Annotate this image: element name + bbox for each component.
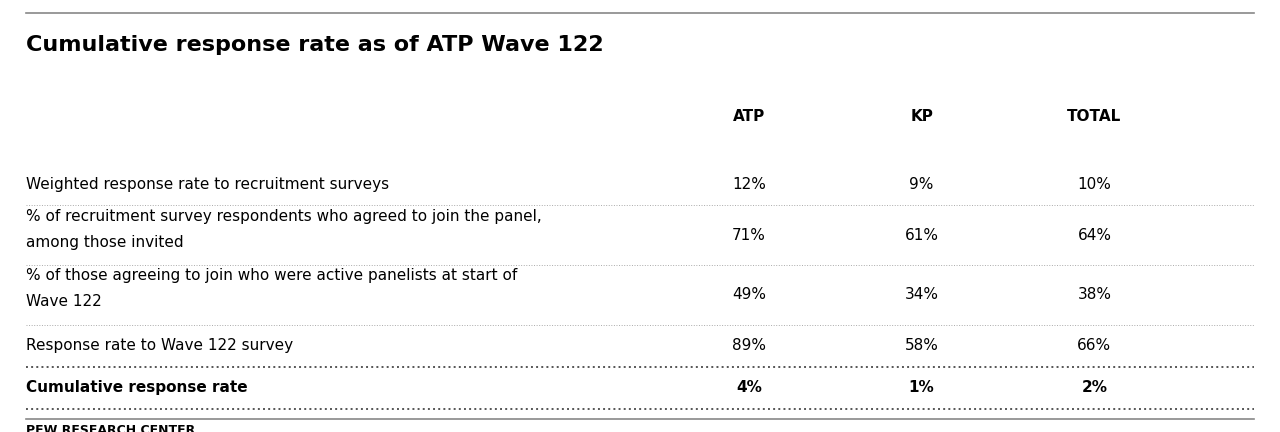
Text: ATP: ATP [732,109,765,124]
Text: 61%: 61% [905,228,938,243]
Text: Wave 122: Wave 122 [26,294,101,309]
Text: Response rate to Wave 122 survey: Response rate to Wave 122 survey [26,338,293,353]
Text: % of recruitment survey respondents who agreed to join the panel,: % of recruitment survey respondents who … [26,209,541,223]
Text: KP: KP [910,109,933,124]
Text: 12%: 12% [732,177,765,192]
Text: 2%: 2% [1082,381,1107,395]
Text: 66%: 66% [1078,338,1111,353]
Text: 64%: 64% [1078,228,1111,243]
Text: 38%: 38% [1078,287,1111,302]
Text: 71%: 71% [732,228,765,243]
Text: 34%: 34% [905,287,938,302]
Text: Cumulative response rate as of ATP Wave 122: Cumulative response rate as of ATP Wave … [26,35,603,54]
Text: 10%: 10% [1078,177,1111,192]
Text: Cumulative response rate: Cumulative response rate [26,381,247,395]
Text: 89%: 89% [732,338,765,353]
Text: 58%: 58% [905,338,938,353]
Text: among those invited: among those invited [26,235,183,250]
Text: Weighted response rate to recruitment surveys: Weighted response rate to recruitment su… [26,177,389,192]
Text: 4%: 4% [736,381,762,395]
Text: TOTAL: TOTAL [1068,109,1121,124]
Text: PEW RESEARCH CENTER: PEW RESEARCH CENTER [26,424,195,432]
Text: 9%: 9% [909,177,934,192]
Text: 49%: 49% [732,287,765,302]
Text: % of those agreeing to join who were active panelists at start of: % of those agreeing to join who were act… [26,268,517,283]
Text: 1%: 1% [909,381,934,395]
